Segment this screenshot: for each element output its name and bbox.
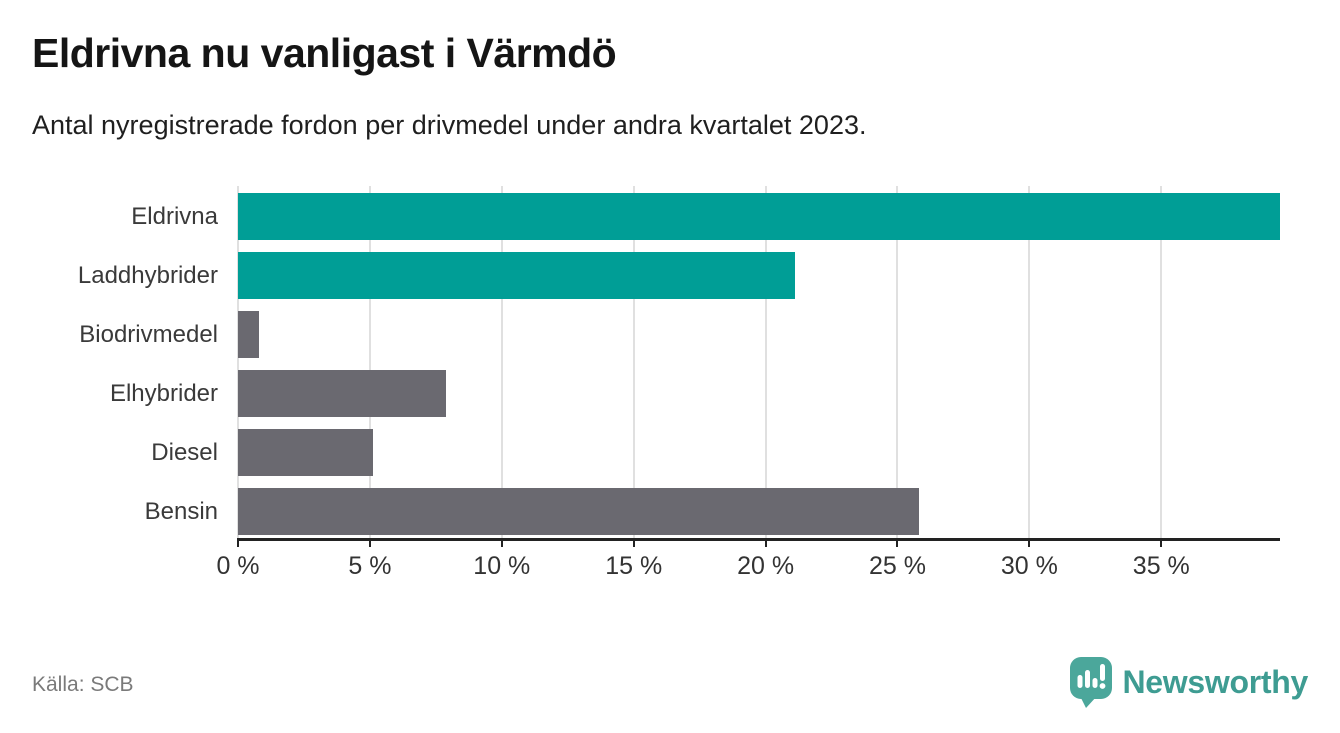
category-label: Bensin: [144, 497, 218, 525]
axis-tick-label: 5 %: [348, 552, 392, 580]
category-labels: Eldrivna Laddhybrider Biodrivmedel Elhybrid…: [0, 186, 218, 541]
axis-tick-label: 30 %: [1000, 552, 1058, 580]
category-label: Eldrivna: [131, 202, 218, 230]
axis-tick: [1160, 538, 1163, 547]
gridline: [237, 186, 239, 538]
axis-tick-label: 35 %: [1132, 552, 1190, 580]
brand-logo: Newsworthy: [1069, 656, 1309, 709]
chart-title: Eldrivna nu vanligast i Värmdö: [32, 30, 617, 76]
gridline: [368, 186, 371, 538]
axis-tick: [632, 538, 635, 547]
source-note: Källa: SCB: [32, 673, 134, 696]
axis-tick: [237, 538, 239, 547]
axis-tick: [500, 538, 503, 547]
gridline: [764, 186, 767, 538]
axis-tick-label: 25 %: [868, 552, 926, 580]
gridline: [1160, 186, 1163, 538]
plot-area: 0 % 5 % 10 % 15 % 20 % 25 % 30 % 35 %: [216, 186, 1280, 580]
category-label: Laddhybrider: [77, 261, 218, 289]
bar-laddhybrider: [238, 252, 795, 299]
axis-tick: [1028, 538, 1031, 547]
bar-bensin: [238, 488, 919, 535]
category-label: Elhybrider: [109, 379, 218, 407]
bar-diesel: [238, 429, 373, 476]
axis-tick-label: 15 %: [605, 552, 663, 580]
axis-tick-label: 20 %: [737, 552, 795, 580]
axis-tick: [896, 538, 899, 547]
bar-eldrivna: [238, 193, 1280, 240]
bar-biodrivmedel: [238, 311, 260, 358]
chart-subtitle: Antal nyregistrerade fordon per drivmede…: [32, 110, 867, 140]
newsworthy-icon: [1069, 657, 1112, 708]
bar-elhybrider: [238, 370, 447, 417]
category-label: Diesel: [151, 438, 218, 466]
gridline: [896, 186, 899, 538]
gridline: [1028, 186, 1031, 538]
axis-tick-label: 10 %: [473, 552, 531, 580]
axis-tick: [368, 538, 371, 547]
gridline: [500, 186, 503, 538]
axis-tick-label: 0 %: [216, 552, 260, 580]
gridline: [632, 186, 635, 538]
axis-tick: [764, 538, 767, 547]
category-label: Biodrivmedel: [79, 320, 218, 348]
brand-name: Newsworthy: [1122, 664, 1309, 700]
